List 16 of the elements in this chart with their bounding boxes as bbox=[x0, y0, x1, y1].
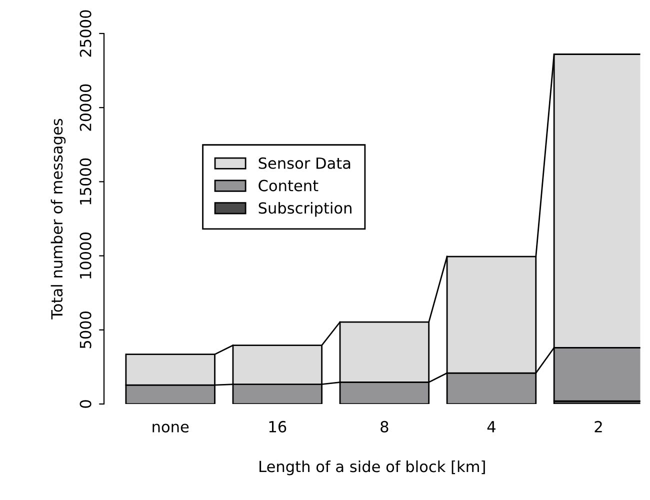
y-axis-title: Total number of messages bbox=[50, 118, 66, 320]
legend-label: Subscription bbox=[258, 202, 352, 217]
y-tick-label: 20000 bbox=[80, 84, 92, 131]
x-tick-label: 16 bbox=[269, 420, 286, 432]
x-axis-title: Length of a side of block [km] bbox=[260, 460, 485, 476]
y-tick-label: 5000 bbox=[80, 311, 92, 348]
x-tick-label: 2 bbox=[594, 420, 602, 432]
x-tick-label: 8 bbox=[380, 420, 388, 432]
y-tick-label: 0 bbox=[80, 400, 92, 408]
legend-label: Content bbox=[258, 180, 318, 192]
y-tick-label: 15000 bbox=[80, 158, 92, 204]
y-tick-label: 25000 bbox=[80, 10, 92, 57]
legend-label: Sensor Data bbox=[258, 157, 350, 169]
x-tick-label: none bbox=[152, 424, 189, 432]
y-tick-label: 10000 bbox=[80, 232, 92, 278]
x-tick-label: 4 bbox=[487, 421, 496, 432]
